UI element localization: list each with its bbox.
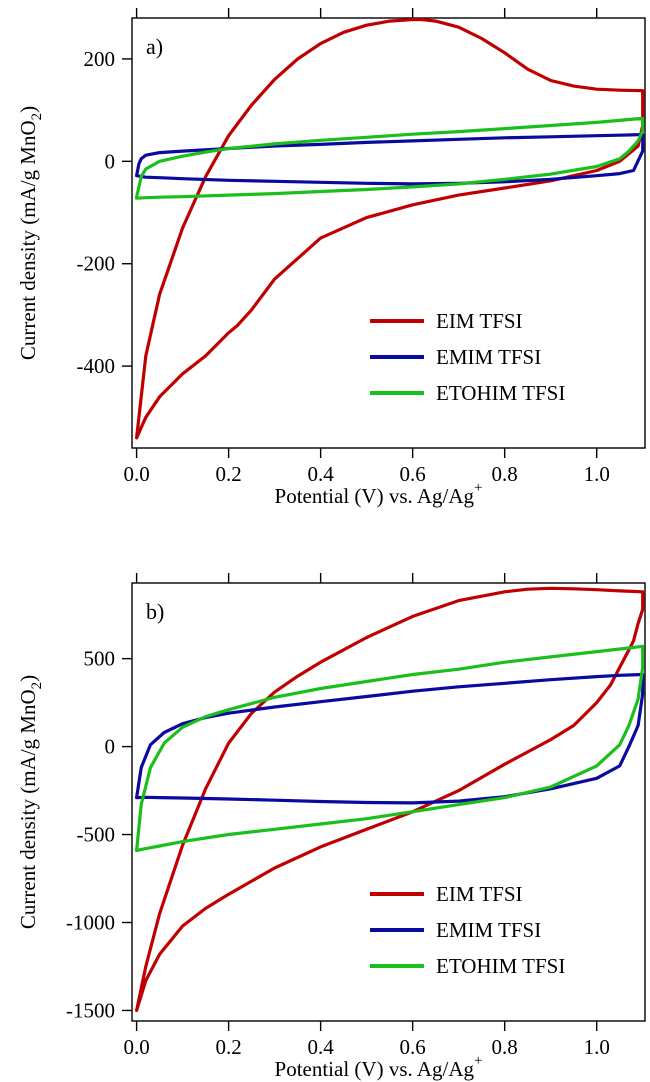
legend-entry: EIM TFSI [436,309,523,333]
x-tick-label: 0.8 [492,1035,518,1059]
legend-entry: EIM TFSI [436,882,523,906]
y-axis-label-subscript: 2 [29,113,45,121]
y-axis-label-end: ) [16,106,40,113]
legend: EIM TFSI EMIM TFSI ETOHIM TFSI [370,309,565,405]
x-tick-label: 0.0 [123,462,149,486]
x-axis-label: Potential (V) vs. Ag/Ag+ [275,1053,483,1081]
legend-entry: EMIM TFSI [436,918,541,942]
series-group [135,18,645,440]
x-tick-label: 1.0 [584,1035,610,1059]
panel-b: 0.0 0.2 0.4 0.6 0.8 1.0 -1500 -1000 -500 0 500 Pote… [16,573,646,1081]
panel-a: 0.0 0.2 0.4 0.6 0.8 1.0 -400 -200 0 200 Potential … [16,8,646,508]
panel-label: b) [146,599,164,624]
x-tick-label: 0.0 [123,1035,149,1059]
x-tick-label: 0.6 [400,462,426,486]
y-tick-label: -400 [77,354,116,378]
y-tick-label: 200 [84,47,116,71]
y-tick-label: 0 [105,149,116,173]
series-line-emim-tfsi [135,133,645,186]
legend-entry: ETOHIM TFSI [436,954,565,978]
legend-entry: EMIM TFSI [436,345,541,369]
y-axis-label-subscript: 2 [29,682,45,690]
legend-entry: ETOHIM TFSI [436,381,565,405]
panel-label: a) [146,34,163,59]
x-tick-label: 1.0 [584,462,610,486]
x-axis-label: Potential (V) vs. Ag/Ag+ [275,480,483,508]
y-axis-label: Current density (mA/g MnO2) [16,675,45,929]
series-line-eim-tfsi [135,18,645,440]
x-tick-label: 0.8 [492,462,518,486]
plot-frame [131,582,646,1022]
legend: EIM TFSI EMIM TFSI ETOHIM TFSI [370,882,565,978]
x-tick-label: 0.2 [215,462,241,486]
y-tick-label: 0 [105,735,116,759]
y-tick-label: -1000 [66,910,115,934]
series-line-emim-tfsi [135,672,645,805]
y-tick-label: -1500 [66,998,115,1022]
x-axis-label-superscript: + [474,1053,482,1069]
plot-frame [131,17,646,449]
x-tick-label: 0.4 [308,462,335,486]
series-line-etohim-tfsi [135,116,645,200]
x-tick-label: 0.4 [308,1035,335,1059]
x-axis-label-superscript: + [474,480,482,496]
y-tick-label: -200 [77,252,116,276]
y-axis-label-end: ) [16,675,40,682]
y-axis-label: Current density (mA/g MnO2) [16,106,45,360]
series-line-eim-tfsi [135,586,645,1013]
x-tick-label: 0.2 [215,1035,241,1059]
series-line-etohim-tfsi [135,644,645,853]
y-tick-label: -500 [77,823,116,847]
series-group [135,586,645,1013]
x-tick-label: 0.6 [400,1035,426,1059]
y-tick-label: 500 [84,647,116,671]
